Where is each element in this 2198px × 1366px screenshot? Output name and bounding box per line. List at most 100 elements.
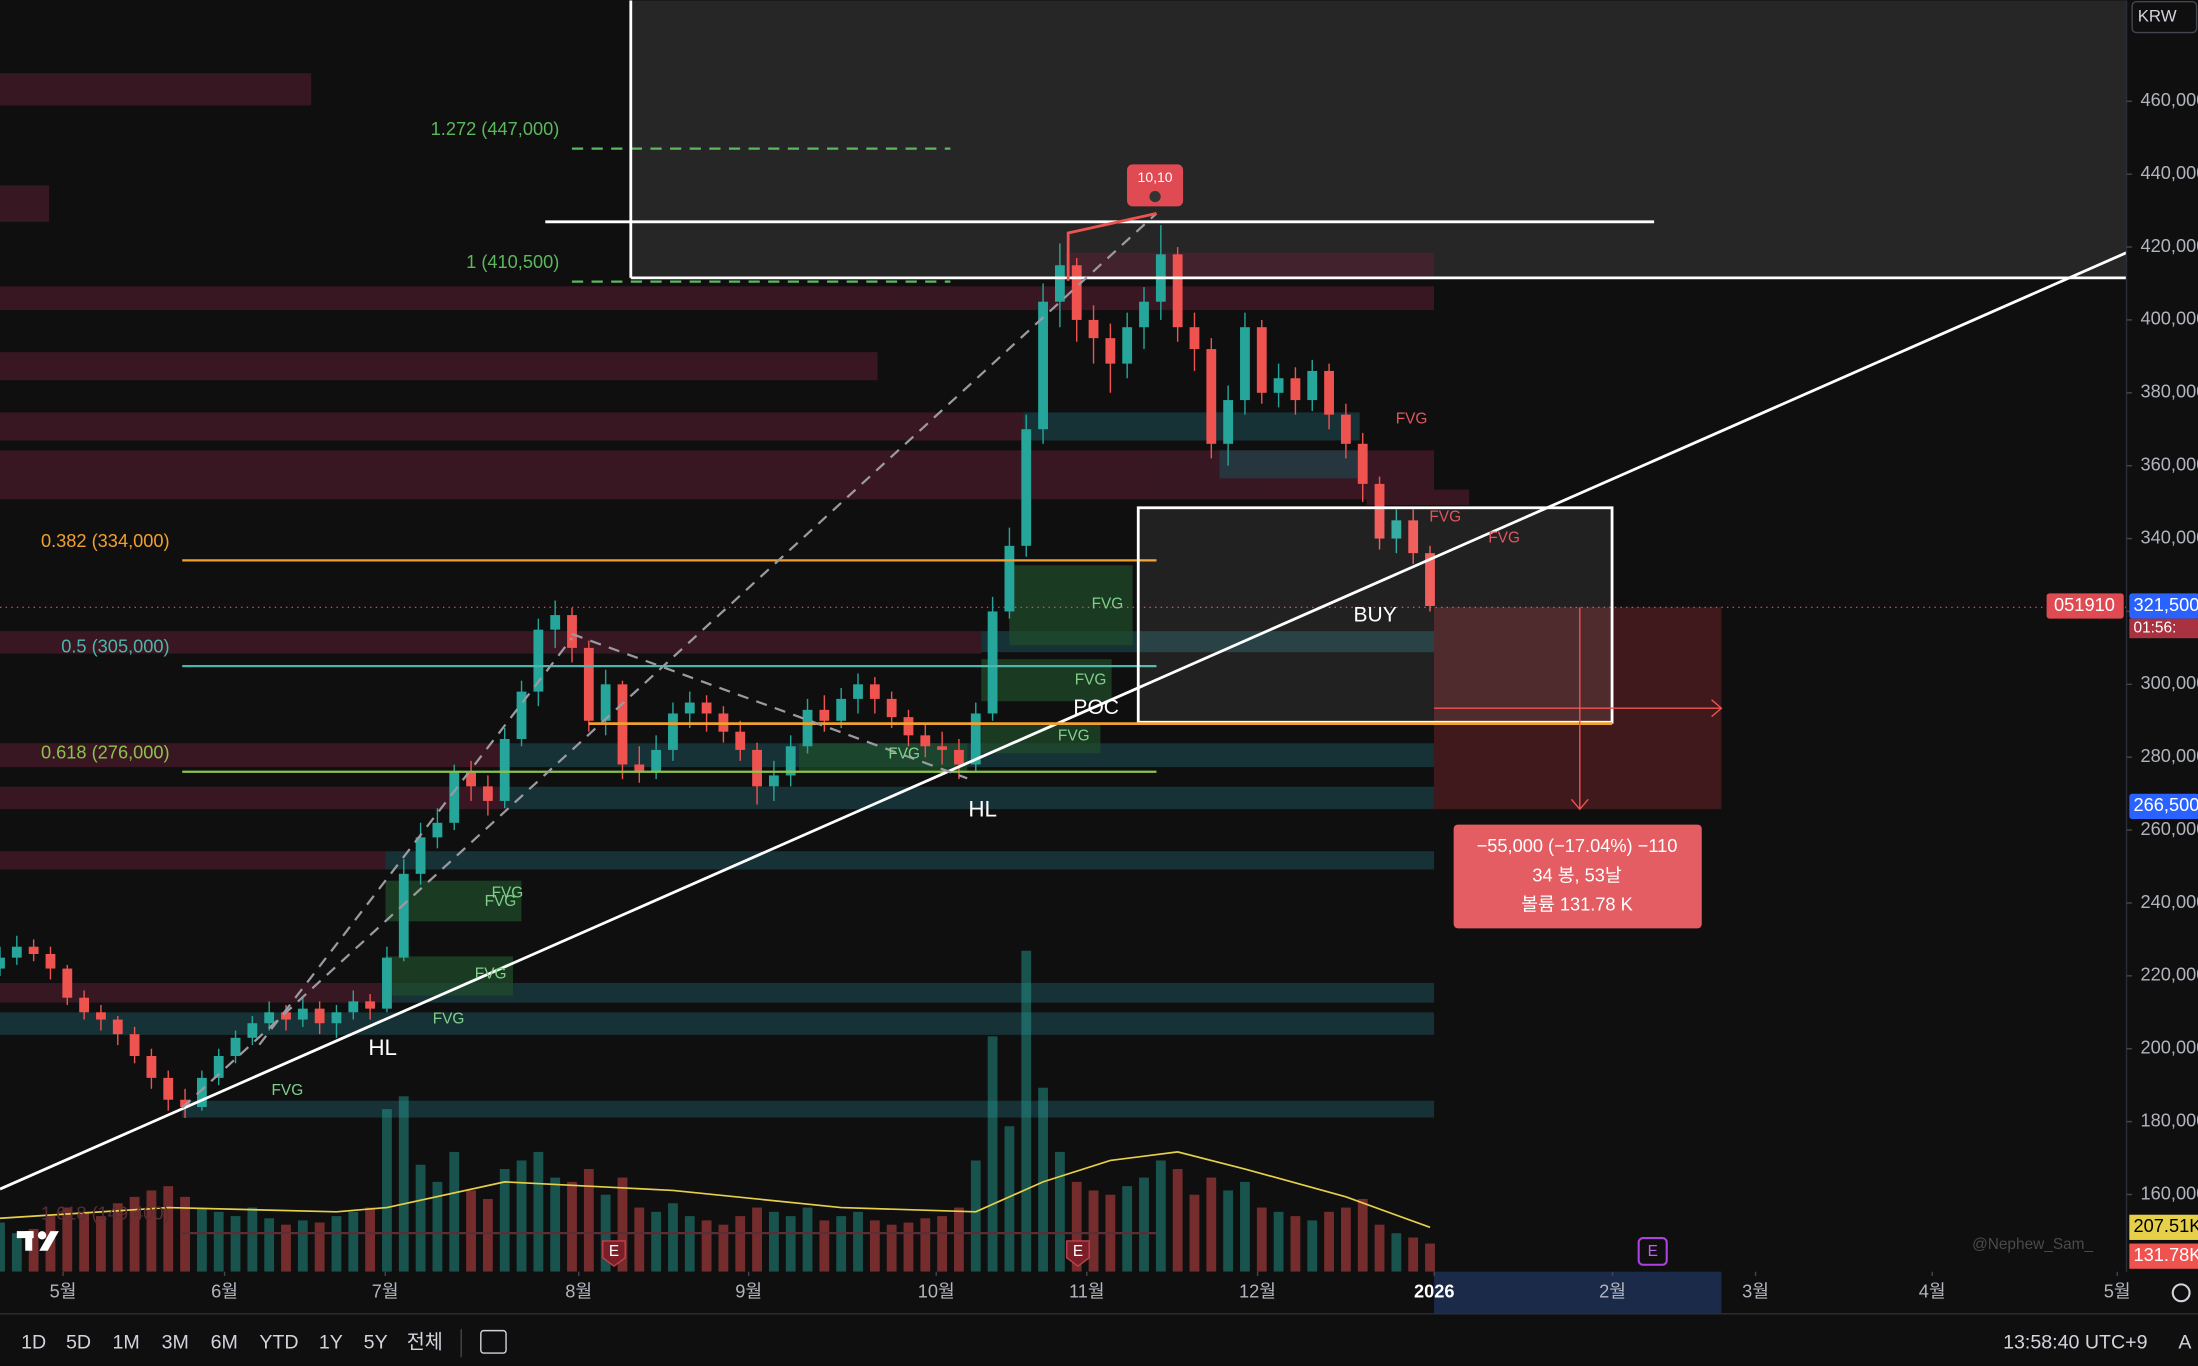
candle-body — [1408, 520, 1419, 554]
volume-bar — [1273, 1211, 1284, 1272]
volume-bar — [869, 1220, 880, 1272]
volume-bar — [903, 1222, 914, 1272]
volume-bar — [365, 1207, 376, 1272]
candle-body — [62, 968, 73, 998]
volume-bar — [1172, 1169, 1183, 1272]
range-button[interactable]: YTD — [259, 1331, 298, 1353]
volume-ma-tag-box — [2129, 1214, 2198, 1240]
candle-body — [1122, 327, 1133, 364]
zone — [182, 1100, 1435, 1118]
marker-label: 10,10 — [1138, 169, 1173, 185]
range-button[interactable]: 6M — [211, 1331, 238, 1353]
zone — [1065, 252, 1435, 278]
hl-label: HL — [368, 1035, 397, 1060]
volume-bar — [970, 1160, 981, 1272]
range-button[interactable]: 전체 — [407, 1331, 443, 1353]
volume-bar — [1088, 1190, 1099, 1272]
candle-body — [331, 1012, 342, 1024]
projection-lines — [181, 212, 1158, 1109]
range-button[interactable]: 1Y — [319, 1331, 343, 1353]
candle-body — [1054, 265, 1065, 302]
time-axis — [0, 1271, 2198, 1314]
x-tick-label: 5월 — [2104, 1282, 2131, 1302]
candle-body — [886, 698, 897, 718]
candle-body — [1273, 378, 1284, 393]
x-tick-label: 8월 — [565, 1282, 592, 1302]
volume-bar — [230, 1216, 241, 1272]
y-tick-label: 180,000 — [2141, 1110, 2198, 1130]
adjust-button[interactable]: A — [2178, 1331, 2192, 1353]
volume-bar — [1290, 1216, 1301, 1272]
range-button[interactable]: 5D — [66, 1331, 91, 1353]
candle-body — [1340, 414, 1351, 444]
candle-body — [1307, 370, 1318, 401]
candle-body — [466, 771, 476, 787]
demand-zones — [0, 412, 1435, 1118]
range-button[interactable]: 3M — [162, 1331, 189, 1353]
candle-body — [920, 735, 931, 747]
zone — [0, 286, 1435, 311]
zone — [392, 982, 1435, 1003]
volume-bar — [213, 1211, 224, 1272]
y-tick-label: 460,000 — [2141, 90, 2198, 110]
candle-body — [28, 946, 39, 954]
candle-body — [163, 1077, 174, 1100]
range-button[interactable]: 1M — [113, 1331, 140, 1353]
fvg-label: FVG — [1058, 727, 1090, 744]
buy-label: BUY — [1354, 603, 1397, 626]
volume-tag-box — [2129, 1243, 2198, 1269]
zone — [1219, 450, 1360, 479]
candle-body — [79, 997, 90, 1013]
volume-bar — [567, 1181, 577, 1272]
candle-body — [180, 1099, 190, 1108]
candle-body — [297, 1008, 308, 1020]
x-tick-label: 3월 — [1742, 1282, 1769, 1302]
volume-bar — [920, 1218, 931, 1272]
earnings-label: E — [609, 1243, 619, 1260]
zone — [0, 73, 312, 106]
candle-body — [1223, 400, 1234, 444]
y-tick-label: 360,000 — [2141, 454, 2198, 474]
volume-bar — [415, 1164, 426, 1272]
candle-body — [264, 1012, 275, 1024]
overlays: 10,10 FVG FVG FVG FVG FVG FVG FVG FVG FV… — [0, 0, 2127, 1268]
range-button[interactable]: 1D — [21, 1331, 46, 1353]
fvg-label: FVG — [1396, 411, 1428, 428]
settings-icon[interactable] — [2171, 1283, 2191, 1303]
projection-line — [181, 212, 1158, 1109]
volume-bar — [1357, 1198, 1368, 1272]
volume-bar — [853, 1211, 863, 1272]
volume-bar — [1021, 950, 1032, 1272]
last-price-tag-box — [2129, 593, 2198, 619]
volume-bar — [1038, 1087, 1048, 1272]
volume-bar — [583, 1169, 594, 1272]
measure-line: 볼륨 131.78 K — [1521, 895, 1633, 915]
x-tick-label: 4월 — [1919, 1282, 1946, 1302]
measure-arrow-head — [1570, 798, 1589, 811]
volume-bar — [331, 1216, 342, 1272]
candle-body — [1357, 443, 1368, 484]
fvg-label: FVG — [433, 1011, 465, 1028]
marker-dot — [1149, 190, 1161, 203]
date-range-icon[interactable] — [480, 1329, 507, 1354]
candle-body — [398, 873, 409, 958]
zone — [1009, 565, 1133, 646]
volume-bar — [701, 1220, 712, 1272]
range-button[interactable]: 5Y — [364, 1331, 388, 1353]
candle-body — [1088, 319, 1099, 339]
volume-bar — [1155, 1160, 1166, 1272]
volume-bar — [1139, 1177, 1149, 1272]
volume-bar — [533, 1151, 544, 1272]
candle-body — [1240, 327, 1250, 401]
buy-box — [1136, 506, 1614, 724]
zone — [1023, 412, 1360, 441]
y-tick-label: 340,000 — [2141, 527, 2198, 547]
volume-bar — [954, 1207, 964, 1272]
y-tick-label: 300,000 — [2141, 673, 2198, 693]
candle-body — [348, 1001, 359, 1013]
candle-body — [651, 749, 662, 772]
earnings-label: E — [1648, 1243, 1658, 1260]
candle-body — [768, 775, 779, 787]
candle-body — [600, 684, 611, 721]
